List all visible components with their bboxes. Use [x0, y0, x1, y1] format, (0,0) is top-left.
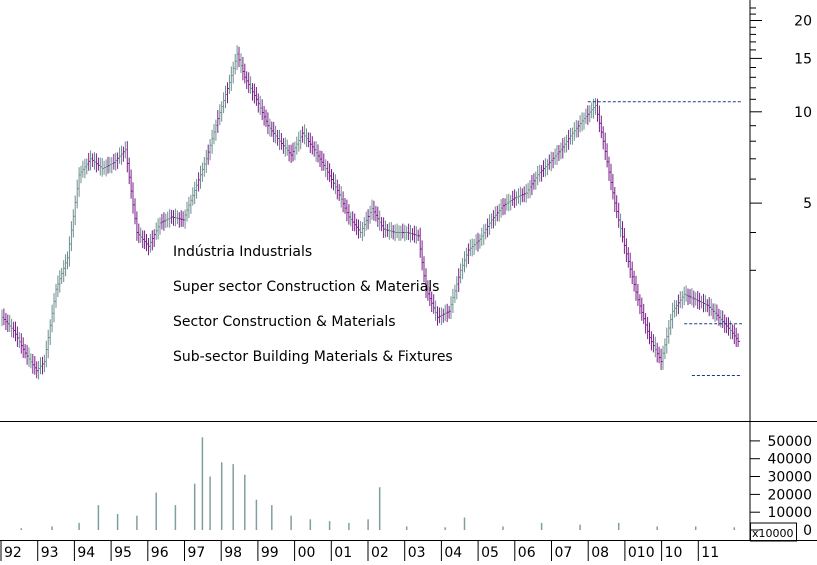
x-tick-label: 05	[481, 545, 499, 561]
x-tick-label: 00	[298, 545, 316, 561]
annotation-super-sector: Super sector Construction & Materials	[173, 279, 439, 295]
x-tick-label: 02	[371, 545, 389, 561]
reference-lines	[587, 101, 742, 376]
x-tick-label: 010	[628, 545, 655, 561]
multiplier-box	[750, 522, 797, 542]
price-tick-label: 5	[803, 196, 812, 212]
volume-series	[20, 437, 736, 530]
x-tick-label: 99	[261, 545, 279, 561]
price-tick-label: 10	[794, 105, 812, 121]
price-series	[1, 45, 741, 380]
volume-tick-label: 0	[803, 523, 812, 539]
price-axis-ticks: 20 15 10 5	[750, 7, 812, 271]
price-tick-label: 20	[794, 14, 812, 30]
volume-multiplier-label: x10000	[752, 527, 794, 540]
x-tick-label: 08	[591, 545, 609, 561]
annotation-sub-sector: Sub-sector Building Materials & Fixtures	[173, 349, 453, 365]
volume-tick-label: 40000	[767, 452, 812, 468]
x-tick-label: 07	[555, 545, 573, 561]
x-tick-label: 98	[224, 545, 242, 561]
volume-tick-label: 10000	[767, 505, 812, 521]
price-tick-label: 15	[794, 51, 812, 67]
x-tick-label: 94	[77, 545, 95, 561]
x-tick-label: 92	[4, 545, 22, 561]
x-tick-label: 96	[151, 545, 169, 561]
volume-tick-label: 50000	[767, 434, 812, 450]
x-tick-label: 04	[444, 545, 462, 561]
x-tick-label: 03	[408, 545, 426, 561]
volume-tick-label: 20000	[767, 487, 812, 503]
volume-tick-label: 30000	[767, 470, 812, 486]
x-tick-label: 06	[518, 545, 536, 561]
x-tick-label: 01	[334, 545, 352, 561]
x-tick-label: 97	[188, 545, 206, 561]
x-tick-label: 10	[665, 545, 683, 561]
x-axis-ticks: 92 93 94 95 96 97 98 99 00 01 02 03 04 05 06 07 08 010 10 1…	[0, 541, 719, 561]
annotation-sector: Sector Construction & Materials	[173, 314, 396, 330]
x-tick-label: 11	[701, 545, 719, 561]
x-tick-label: 95	[114, 545, 132, 561]
annotation-industry: Indústria Industrials	[173, 244, 312, 260]
x-tick-label: 93	[41, 545, 59, 561]
